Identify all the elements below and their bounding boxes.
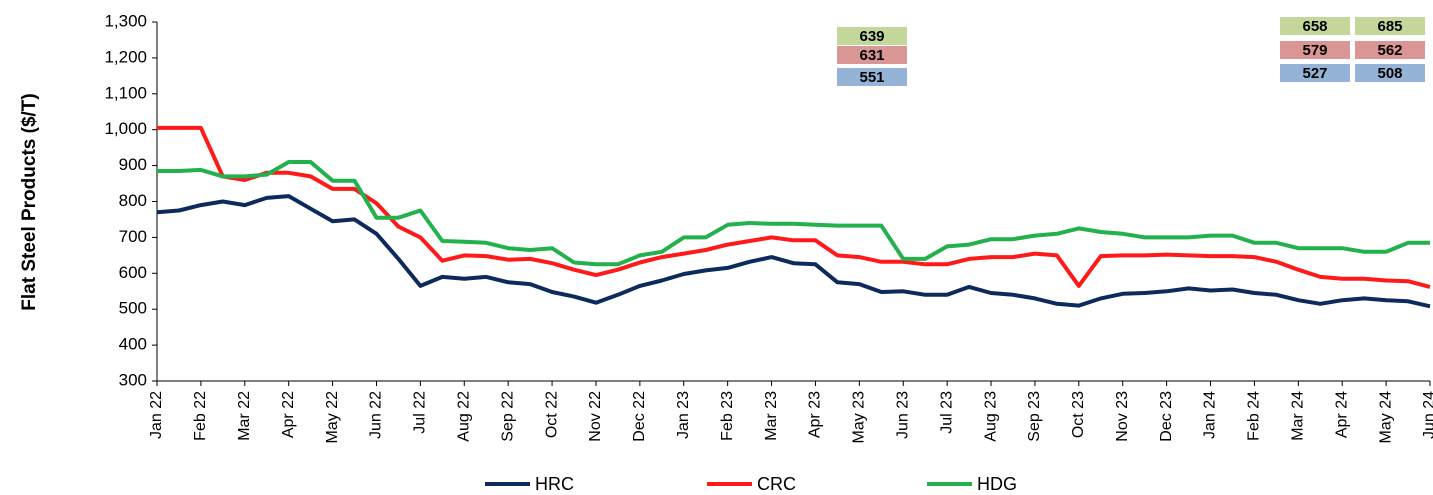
x-tick-label: Mar 24 bbox=[1290, 391, 1307, 441]
x-tick-label: Dec 23 bbox=[1158, 391, 1175, 442]
y-tick-label: 900 bbox=[119, 155, 147, 174]
x-tick-label: Dec 22 bbox=[631, 391, 648, 442]
x-tick-label: Jul 22 bbox=[412, 391, 429, 434]
x-tick-label: Jun 24 bbox=[1421, 391, 1433, 439]
legend-label: HRC bbox=[535, 474, 574, 494]
x-tick-label: Aug 23 bbox=[982, 391, 999, 442]
y-tick-label: 700 bbox=[119, 227, 147, 246]
x-tick-label: Apr 24 bbox=[1333, 391, 1350, 438]
x-tick-label: May 23 bbox=[851, 391, 868, 444]
annotation-label: 658 bbox=[1302, 18, 1327, 35]
x-tick-label: Nov 22 bbox=[587, 391, 604, 442]
annotation-box bbox=[1355, 41, 1425, 59]
legend-label: HDG bbox=[977, 474, 1017, 494]
x-tick-label: Jul 23 bbox=[938, 391, 955, 434]
annotation-box bbox=[837, 27, 907, 45]
x-tick-label: May 24 bbox=[1377, 391, 1394, 444]
x-tick-label: Oct 22 bbox=[543, 391, 560, 438]
y-tick-label: 1,300 bbox=[104, 11, 147, 30]
line-series bbox=[157, 160, 1430, 267]
x-tick-label: Mar 22 bbox=[236, 391, 253, 441]
annotation-label: 631 bbox=[859, 47, 884, 64]
line-series bbox=[156, 194, 1431, 309]
y-tick-label: 1,000 bbox=[104, 119, 147, 138]
y-tick-label: 1,100 bbox=[104, 83, 147, 102]
y-tick-label: 800 bbox=[119, 191, 147, 210]
x-tick-label: Jan 23 bbox=[675, 391, 692, 439]
annotation-box bbox=[1280, 41, 1350, 59]
annotation-label: 562 bbox=[1377, 42, 1402, 59]
x-tick-label: Oct 23 bbox=[1070, 391, 1087, 438]
x-tick-label: Sep 23 bbox=[1026, 391, 1043, 442]
annotation-box bbox=[1280, 64, 1350, 82]
annotation-box bbox=[837, 68, 907, 86]
x-tick-label: Jan 22 bbox=[148, 391, 165, 439]
x-tick-label: Mar 23 bbox=[763, 391, 780, 441]
x-tick-label: Feb 24 bbox=[1246, 391, 1263, 441]
y-axis-title: Flat Steel Products ($/T) bbox=[19, 93, 40, 310]
x-tick-label: Apr 23 bbox=[807, 391, 824, 438]
x-tick-label: Apr 22 bbox=[280, 391, 297, 438]
annotation-label: 551 bbox=[859, 69, 884, 86]
annotation-box bbox=[1355, 17, 1425, 35]
line-series bbox=[157, 125, 1431, 289]
legend-label: CRC bbox=[757, 474, 796, 494]
annotation-label: 527 bbox=[1302, 65, 1327, 82]
annotation-label: 579 bbox=[1302, 42, 1327, 59]
annotation-label: 639 bbox=[859, 28, 884, 45]
annotation-box bbox=[837, 46, 907, 64]
y-tick-label: 600 bbox=[119, 263, 147, 282]
annotation-box bbox=[1280, 17, 1350, 35]
annotation-label: 508 bbox=[1377, 65, 1402, 82]
x-tick-label: Jun 22 bbox=[368, 391, 385, 439]
x-tick-label: Jun 23 bbox=[894, 391, 911, 439]
x-tick-label: May 22 bbox=[324, 391, 341, 444]
y-tick-label: 500 bbox=[119, 299, 147, 318]
x-tick-label: Jan 24 bbox=[1202, 391, 1219, 439]
x-tick-label: Feb 22 bbox=[192, 391, 209, 441]
y-tick-label: 1,200 bbox=[104, 47, 147, 66]
y-tick-label: 300 bbox=[119, 370, 147, 389]
x-tick-label: Sep 22 bbox=[499, 391, 516, 442]
annotation-box bbox=[1355, 64, 1425, 82]
annotation-label: 685 bbox=[1377, 18, 1402, 35]
y-tick-label: 400 bbox=[119, 335, 147, 354]
x-tick-label: Aug 22 bbox=[455, 391, 472, 442]
x-tick-label: Nov 23 bbox=[1114, 391, 1131, 442]
x-tick-label: Feb 23 bbox=[719, 391, 736, 441]
